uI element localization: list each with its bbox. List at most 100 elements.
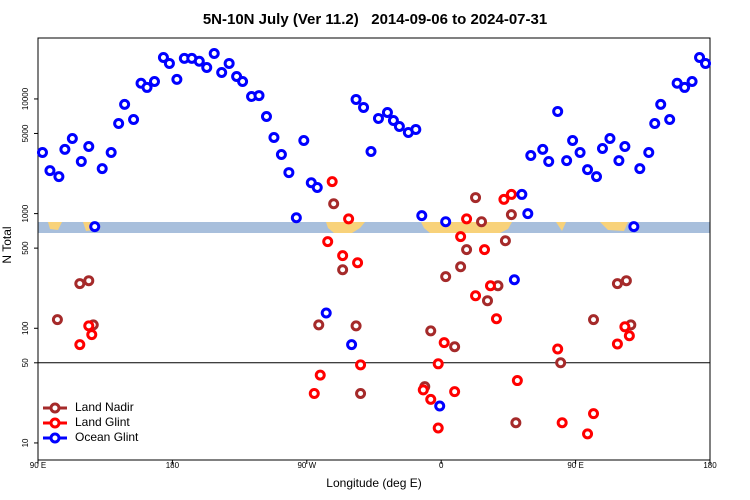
point	[432, 358, 444, 370]
point	[664, 113, 676, 125]
point	[350, 93, 362, 105]
point	[381, 106, 393, 118]
point	[620, 275, 632, 287]
point	[505, 209, 517, 221]
y-tick-label: 1000	[21, 204, 30, 222]
point	[417, 384, 429, 396]
point	[260, 110, 272, 122]
point	[337, 250, 349, 262]
point	[694, 51, 706, 63]
point	[352, 257, 364, 269]
x-tick-label: 90 E	[567, 461, 583, 470]
point	[253, 90, 265, 102]
point	[326, 176, 338, 188]
point	[311, 181, 323, 193]
y-tick-label: 50	[21, 358, 30, 367]
legend-marker	[49, 432, 61, 444]
point	[591, 171, 603, 183]
point	[596, 142, 608, 154]
point	[89, 221, 101, 233]
point	[74, 278, 86, 290]
x-tick-label: 90 W	[297, 461, 316, 470]
legend-label: Ocean Glint	[75, 430, 139, 444]
point	[582, 164, 594, 176]
point	[393, 121, 405, 133]
point	[449, 341, 461, 353]
point	[358, 101, 370, 113]
point	[628, 221, 640, 233]
point	[476, 216, 488, 228]
point	[148, 75, 160, 87]
point	[105, 147, 117, 159]
point	[470, 290, 482, 302]
land-patch	[326, 222, 365, 233]
point	[505, 188, 517, 200]
point	[567, 135, 579, 147]
point	[193, 55, 205, 67]
point	[543, 155, 555, 167]
x-tick-label: 180	[166, 461, 180, 470]
point	[372, 112, 384, 124]
legend-label: Land Nadir	[75, 400, 134, 414]
x-tick-label: 0	[439, 461, 444, 470]
point	[449, 386, 461, 398]
point	[51, 314, 63, 326]
point	[525, 150, 537, 162]
point	[119, 98, 131, 110]
legend-label: Land Glint	[75, 415, 130, 429]
point	[508, 274, 520, 286]
point	[700, 57, 712, 69]
point	[350, 320, 362, 332]
point	[74, 339, 86, 351]
point	[556, 417, 568, 429]
point	[157, 51, 169, 63]
point	[96, 163, 108, 175]
point	[298, 135, 310, 147]
point	[128, 113, 140, 125]
point	[44, 165, 56, 177]
point	[313, 319, 325, 331]
point	[66, 132, 78, 144]
point	[619, 140, 631, 152]
point	[216, 67, 228, 79]
land-patch	[556, 222, 566, 231]
point	[337, 264, 349, 276]
point	[623, 330, 635, 342]
y-axis-label: N Total	[0, 226, 14, 263]
point	[588, 314, 600, 326]
point	[582, 428, 594, 440]
point	[237, 75, 249, 87]
point	[75, 155, 87, 167]
point	[588, 408, 600, 420]
point	[455, 231, 467, 243]
y-tick-label: 5000	[21, 124, 30, 142]
point	[208, 48, 220, 60]
chart-title: 5N-10N July (Ver 11.2) 2014-09-06 to 202…	[203, 11, 547, 28]
point	[308, 387, 320, 399]
point	[86, 329, 98, 341]
point	[455, 261, 467, 273]
point	[355, 359, 367, 371]
point	[410, 123, 422, 135]
point	[83, 275, 95, 287]
point	[499, 235, 511, 247]
point	[510, 417, 522, 429]
point	[314, 369, 326, 381]
point	[283, 167, 295, 179]
land-patch	[48, 222, 62, 230]
point	[511, 375, 523, 387]
point	[490, 313, 502, 325]
point	[611, 338, 623, 350]
point	[440, 271, 452, 283]
point	[141, 81, 153, 93]
point	[53, 171, 65, 183]
point	[365, 146, 377, 158]
point	[461, 213, 473, 225]
point	[470, 192, 482, 204]
x-axis-label: Longitude (deg E)	[326, 476, 421, 490]
point	[432, 422, 444, 434]
point	[434, 400, 446, 412]
point	[604, 132, 616, 144]
point	[634, 163, 646, 175]
